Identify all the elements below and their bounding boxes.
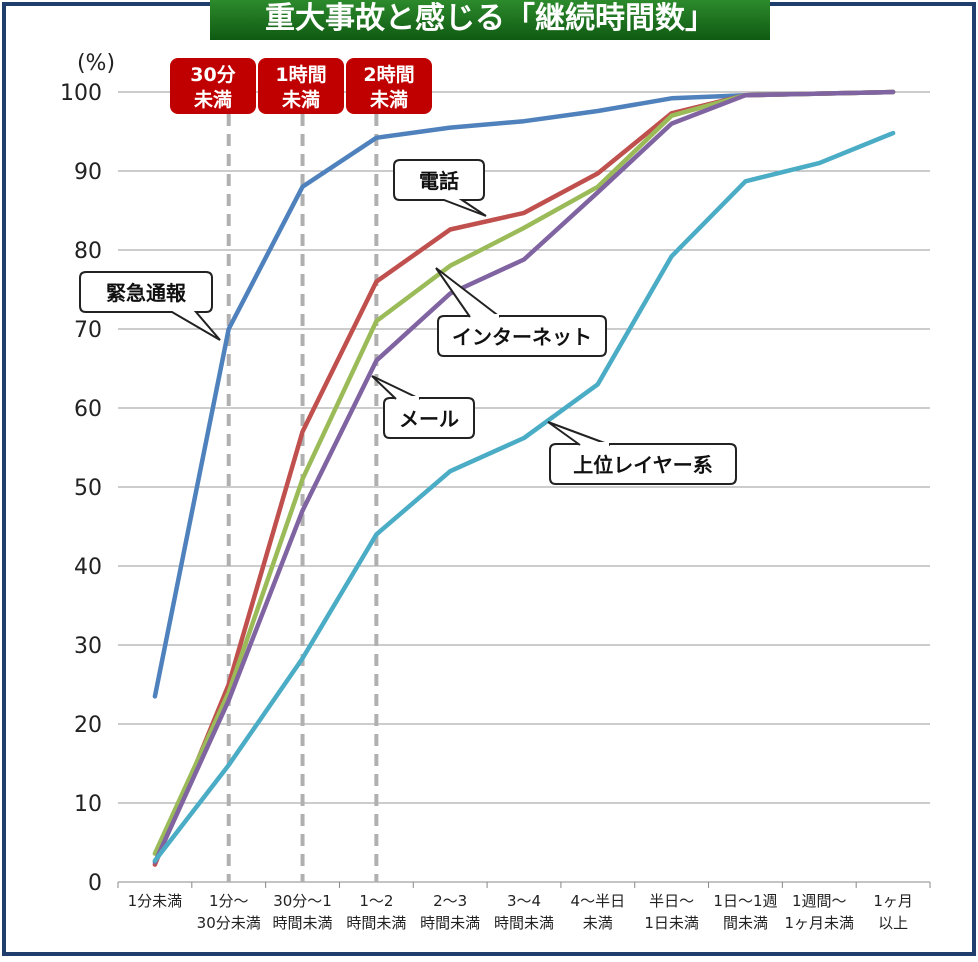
y-tick-label: 20	[74, 713, 102, 738]
x-tick-label-line2: 未満	[583, 914, 613, 932]
y-tick-label: 100	[60, 81, 102, 106]
y-tick-label: 0	[88, 871, 102, 896]
threshold-badge-2h: 2時間 未満	[346, 58, 432, 114]
x-tick-label-line2: 間未満	[723, 914, 768, 932]
chart-title: 重大事故と感じる「継続時間数」	[265, 1, 715, 36]
x-tick-label-line1: 1ヶ月	[873, 892, 913, 910]
y-tick-label: 50	[74, 476, 102, 501]
callout-internet-label: インターネット	[452, 325, 592, 349]
x-tick-label-line1: 1週間～	[792, 892, 847, 910]
callout-phone-label: 電話	[419, 169, 459, 193]
x-tick-label-line2: 時間未満	[346, 914, 406, 932]
x-tick-label-line1: 1～2	[359, 892, 393, 910]
y-tick-label: 10	[74, 792, 102, 817]
threshold-badge-30min: 30分 未満	[170, 58, 256, 114]
x-tick-label-line2: 1日未満	[644, 914, 699, 932]
threshold-badges: 30分 未満 1時間 未満 2時間 未満	[170, 58, 432, 114]
callout-mail-label: メール	[399, 407, 459, 431]
y-tick-label: 40	[74, 555, 102, 580]
threshold-badge-30min-line1: 30分	[190, 64, 235, 86]
x-tick-label-line1: 30分～1	[273, 892, 332, 910]
threshold-badge-30min-line2: 未満	[193, 88, 232, 111]
y-axis-label: (%)	[77, 51, 115, 76]
x-tick-label-line1: 半日～	[649, 892, 694, 910]
chart-frame	[4, 4, 974, 954]
x-tick-label-line1: 3～4	[507, 892, 541, 910]
threshold-badge-2h-line1: 2時間	[363, 64, 414, 86]
x-tick-label-line1: 1分～	[209, 892, 249, 910]
y-tick-label: 70	[74, 318, 102, 343]
y-tick-label: 80	[74, 239, 102, 264]
x-tick-label-line2: 1ヶ月未満	[784, 914, 854, 932]
x-tick-label-line1: 4～半日	[571, 892, 626, 910]
x-tick-label-line2: 時間未満	[273, 914, 333, 932]
callout-emergency-label: 緊急通報	[106, 281, 187, 305]
callout-upper-layer-label: 上位レイヤー系	[573, 453, 712, 477]
y-tick-label: 60	[74, 397, 102, 422]
threshold-badge-1h-line2: 未満	[281, 88, 320, 111]
x-tick-label-line1: 2～3	[433, 892, 467, 910]
y-tick-label: 30	[74, 634, 102, 659]
x-tick-label-line1: 1分未満	[128, 892, 183, 910]
threshold-badge-1h: 1時間 未満	[258, 58, 344, 114]
x-tick-label-line2: 時間未満	[420, 914, 480, 932]
x-tick-label-line2: 30分未満	[197, 914, 261, 932]
y-tick-label: 90	[74, 160, 102, 185]
threshold-badge-1h-line1: 1時間	[275, 64, 326, 86]
x-tick-label-line2: 時間未満	[494, 914, 554, 932]
x-tick-label-line1: 1日～1週	[713, 892, 777, 910]
threshold-badge-2h-line2: 未満	[369, 88, 408, 111]
x-tick-label-line2: 以上	[878, 914, 908, 932]
